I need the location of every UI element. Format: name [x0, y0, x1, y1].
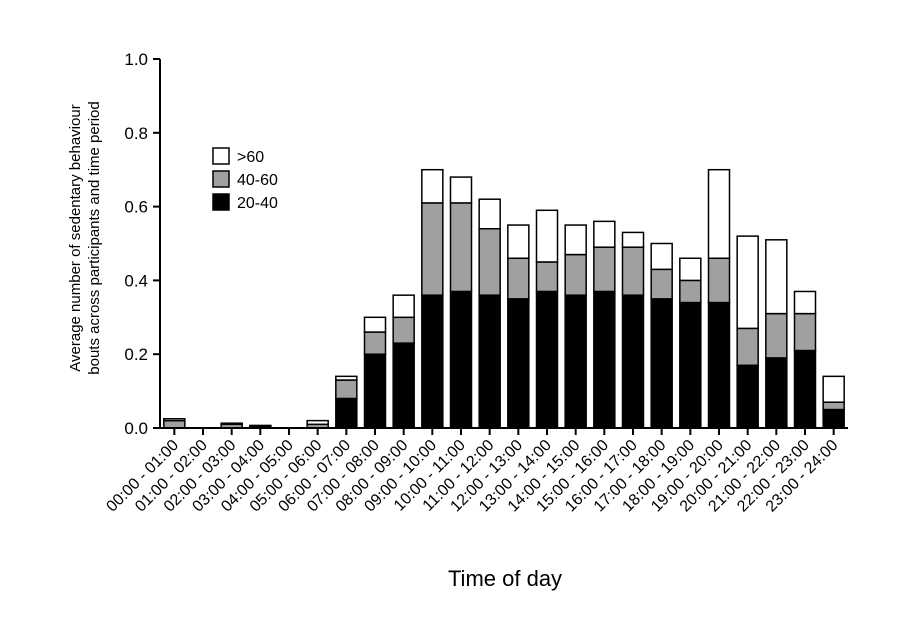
y-axis: 0.0 0.2 0.4 0.6 0.8 1.0 — [124, 50, 161, 438]
bar-segment-4060-10 — [449, 202, 473, 293]
bar-segment-60-9 — [421, 168, 444, 204]
bar-segment-4060-19 — [707, 257, 731, 304]
bar-segment-4060-9 — [421, 202, 444, 296]
bar-segment-60-16 — [621, 231, 645, 248]
bar-segment-2040-9 — [421, 294, 444, 429]
legend-label: 40-60 — [237, 172, 278, 189]
bar-segment-60-22 — [793, 290, 817, 315]
legend-swatch — [212, 193, 230, 211]
y-tick-label: 0.8 — [124, 124, 148, 143]
bar-segment-60-10 — [449, 176, 473, 204]
bar-segment-60-8 — [392, 294, 415, 319]
bar-segment-60-13 — [535, 209, 559, 263]
bar-segment-2040-17 — [650, 298, 673, 429]
bar-segment-4060-0 — [163, 419, 186, 429]
bar-segment-4060-22 — [793, 312, 817, 352]
legend: >60 40-60 20-40 — [212, 147, 278, 212]
y-tick-label: 0.2 — [124, 345, 148, 364]
bar-segment-60-3 — [249, 424, 272, 427]
bar-segment-4060-8 — [392, 316, 415, 344]
bar-segment-4060-12 — [507, 257, 530, 300]
bar-segment-4060-15 — [593, 246, 616, 293]
y-tick-label: 0.4 — [124, 271, 148, 290]
bar-segment-2040-22 — [793, 349, 817, 429]
bar-segment-4060-21 — [765, 312, 788, 359]
bar-segment-4060-23 — [822, 401, 845, 411]
bar-segment-4060-13 — [535, 261, 559, 293]
bar-segment-60-14 — [564, 224, 587, 256]
bar-segment-60-17 — [650, 242, 673, 271]
y-axis-title-line-1: Average number of sedentary behaviour — [67, 104, 84, 371]
legend-swatch — [212, 170, 230, 188]
bar-segment-2040-12 — [507, 298, 530, 429]
bar-segment-60-2 — [220, 422, 243, 426]
bar-segment-60-20 — [736, 235, 759, 330]
bar-segment-2040-23 — [822, 408, 845, 429]
bar-segment-4060-11 — [478, 227, 501, 296]
bar-segment-60-18 — [679, 257, 702, 282]
bar-segment-2040-7 — [363, 353, 387, 429]
bar-segment-2040-16 — [621, 294, 645, 429]
x-axis-title: Time of day — [448, 566, 562, 591]
bar-segment-60-23 — [822, 375, 845, 403]
bar-segment-4060-6 — [335, 379, 358, 400]
bar-segment-2040-18 — [679, 301, 702, 429]
bar-segment-60-19 — [707, 168, 731, 260]
bar-segment-2040-6 — [335, 397, 358, 429]
y-tick-label: 0.6 — [124, 198, 148, 217]
bar-segment-2040-19 — [707, 301, 731, 429]
y-tick-label: 1.0 — [124, 50, 148, 69]
bar-segment-60-21 — [765, 239, 788, 315]
bar-segment-60-15 — [593, 220, 616, 248]
bar-segment-60-6 — [335, 375, 358, 381]
bar-segment-2040-14 — [564, 294, 587, 429]
y-tick-label: 0.0 — [124, 419, 148, 438]
bar-segment-2040-21 — [765, 357, 788, 429]
legend-swatch — [212, 147, 230, 165]
bar-segment-60-0 — [163, 418, 186, 422]
legend-label: 20-40 — [237, 195, 278, 212]
y-axis-title-line-2: bouts across participants and time perio… — [86, 101, 103, 374]
bar-segment-2040-10 — [449, 290, 473, 429]
plot-area — [163, 168, 845, 429]
bar-segment-60-11 — [478, 198, 501, 230]
bar-segment-60-7 — [363, 316, 387, 333]
bar-segment-4060-20 — [736, 327, 759, 367]
bar-segment-2040-20 — [736, 364, 759, 429]
bar-segment-60-5 — [306, 419, 329, 426]
bar-segment-4060-14 — [564, 253, 587, 296]
bar-segment-4060-18 — [679, 279, 702, 304]
bar-segment-4060-7 — [363, 331, 387, 355]
bar-segment-2040-11 — [478, 294, 501, 429]
legend-label: >60 — [237, 149, 264, 166]
bar-segment-60-12 — [507, 224, 530, 260]
bar-segment-2040-13 — [535, 290, 559, 429]
bar-segment-4060-16 — [621, 246, 645, 296]
bar-segment-4060-17 — [650, 268, 673, 300]
bar-segment-2040-8 — [392, 342, 415, 429]
bar-segment-2040-15 — [593, 290, 616, 429]
